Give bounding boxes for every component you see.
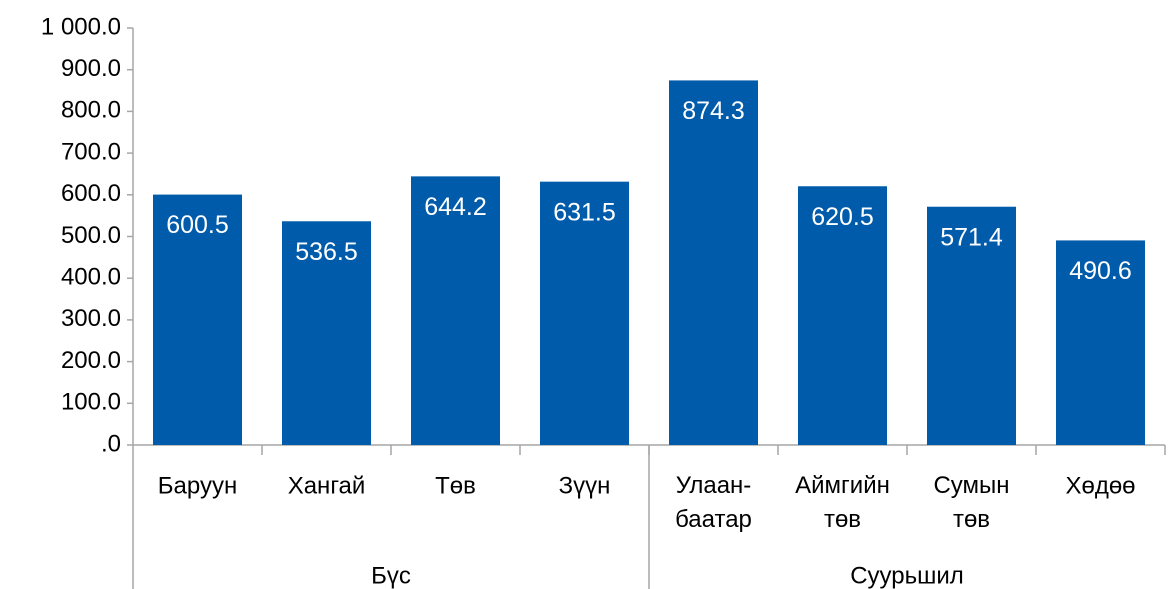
y-tick-label: 100.0 bbox=[61, 389, 121, 416]
value-label: 600.5 bbox=[166, 211, 229, 239]
value-label: 536.5 bbox=[295, 238, 358, 266]
y-tick-label: 300.0 bbox=[61, 305, 121, 332]
x-tick-label: Хангай bbox=[288, 472, 366, 499]
bar bbox=[152, 194, 243, 445]
value-label: 631.5 bbox=[553, 198, 616, 226]
group-label: Бүс bbox=[371, 562, 411, 589]
x-tick-label: Улаан-баатар bbox=[675, 472, 752, 533]
x-tick-label: Аймгийн төв bbox=[795, 472, 890, 533]
y-tick-label: 800.0 bbox=[61, 97, 121, 124]
x-tick-label: Сумын төв bbox=[933, 472, 1009, 533]
value-label: 571.4 bbox=[940, 223, 1003, 251]
x-tick-label: Зүүн bbox=[559, 472, 611, 499]
bar bbox=[1055, 240, 1146, 445]
y-tick-label: 400.0 bbox=[61, 264, 121, 291]
bar bbox=[797, 186, 888, 445]
bar bbox=[281, 221, 372, 445]
x-tick-label: Баруун bbox=[158, 472, 237, 499]
x-tick-label: Хөдөө bbox=[1065, 472, 1135, 499]
y-tick-label: 200.0 bbox=[61, 347, 121, 374]
value-label: 490.6 bbox=[1069, 257, 1132, 285]
value-label: 620.5 bbox=[811, 203, 874, 231]
bar bbox=[539, 181, 630, 446]
y-tick-label: 500.0 bbox=[61, 222, 121, 249]
bar bbox=[668, 80, 759, 445]
group-label: Суурьшил bbox=[850, 562, 964, 589]
value-label: 874.3 bbox=[682, 97, 745, 125]
y-tick-label: 600.0 bbox=[61, 180, 121, 207]
y-tick-label: .0 bbox=[101, 430, 121, 457]
x-tick-label: Төв bbox=[435, 472, 476, 499]
bar bbox=[926, 206, 1017, 445]
y-tick-label: 900.0 bbox=[61, 55, 121, 82]
y-tick-label: 1 000.0 bbox=[41, 13, 121, 40]
bar bbox=[410, 176, 501, 446]
value-label: 644.2 bbox=[424, 193, 487, 221]
y-tick-label: 700.0 bbox=[61, 138, 121, 165]
